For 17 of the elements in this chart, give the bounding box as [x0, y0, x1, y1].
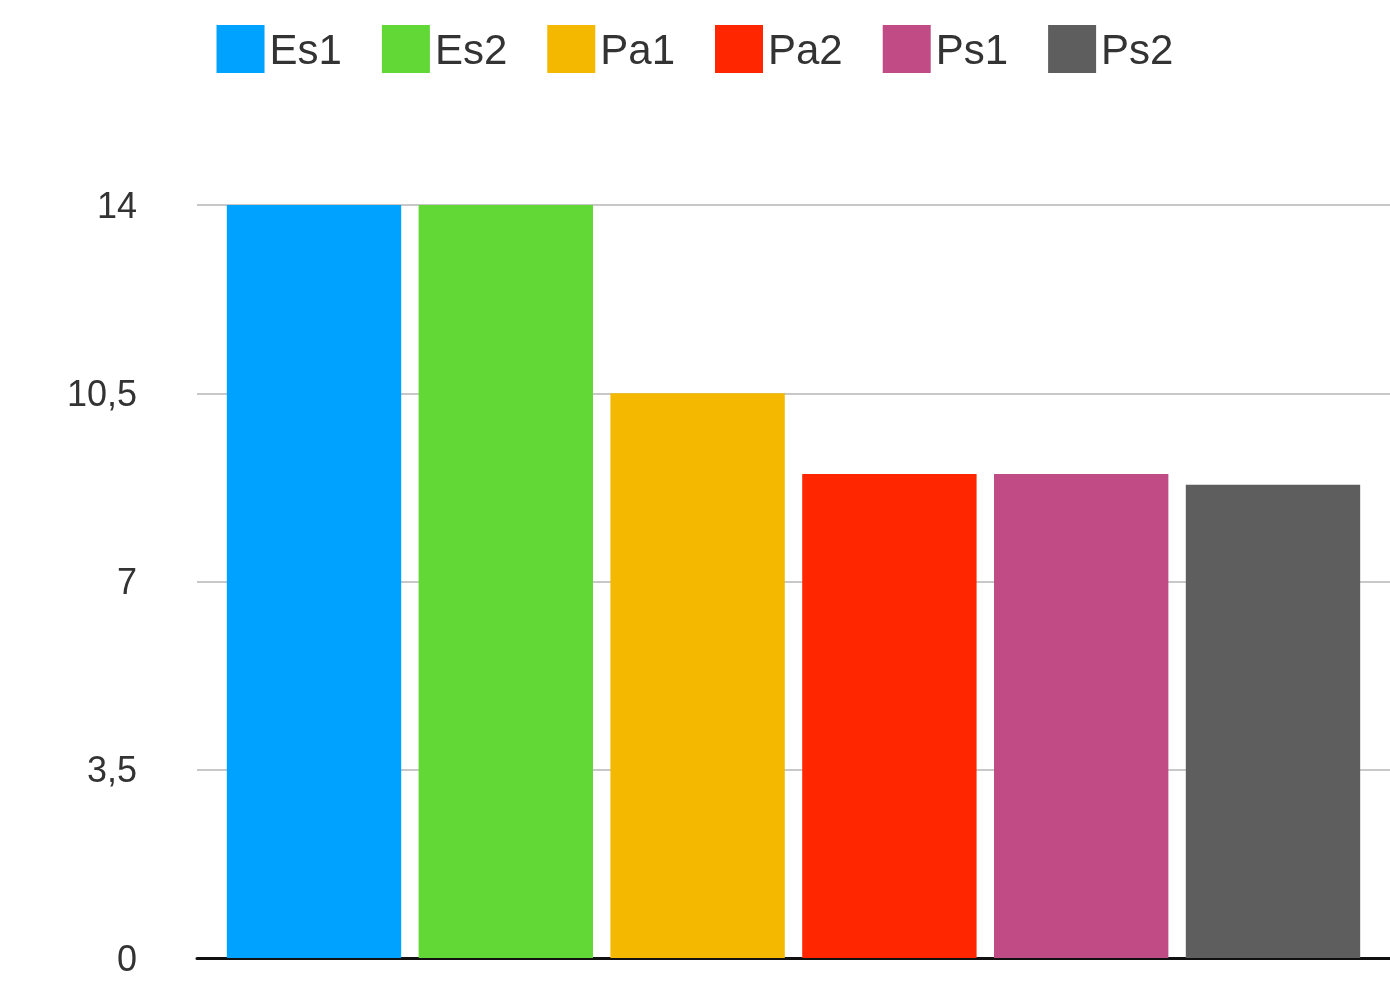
bar — [610, 393, 785, 958]
bar — [418, 205, 593, 958]
y-tick-label: 0 — [116, 937, 137, 979]
legend-label: Pa2 — [768, 25, 843, 73]
bar — [802, 473, 977, 958]
y-tick-label: 14 — [96, 184, 137, 226]
bar — [226, 205, 402, 958]
legend-label: Ps1 — [935, 25, 1009, 73]
y-tick-label: 3,5 — [86, 749, 137, 791]
bar — [1185, 484, 1361, 958]
bar — [994, 473, 1169, 958]
legend-label: Es1 — [269, 25, 342, 73]
legend-label: Pa1 — [600, 25, 675, 73]
legend-label: Es2 — [434, 25, 508, 73]
legend-label: Ps2 — [1101, 25, 1174, 73]
y-tick-label: 7 — [116, 561, 137, 602]
y-tick-label: 10,5 — [66, 372, 137, 414]
